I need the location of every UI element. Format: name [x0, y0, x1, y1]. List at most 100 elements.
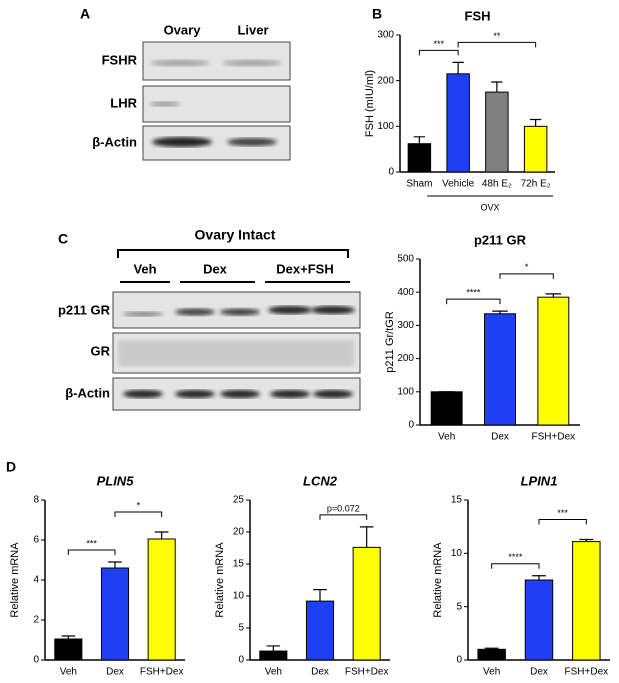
x-tick-label: Veh [483, 667, 500, 678]
bar [259, 650, 288, 661]
significance-label: *** [433, 39, 444, 49]
error-bar [266, 645, 281, 652]
chart-title: p211 GR [474, 232, 527, 247]
y-axis-label: p211 Gr/tGR [384, 311, 396, 373]
error-bar [313, 589, 327, 602]
bar [54, 638, 83, 661]
x-tick-label: Veh [60, 667, 77, 678]
error-bar [108, 561, 122, 568]
bar [485, 91, 509, 173]
bar [477, 648, 506, 661]
y-axis-label: Relative mRNA [432, 542, 444, 618]
band [123, 390, 163, 398]
significance-label: **** [508, 552, 523, 562]
row-label: LHR [110, 95, 137, 110]
y-tick-label: 200 [397, 353, 414, 364]
y-tick-label: 300 [397, 320, 414, 331]
bar [524, 579, 554, 661]
significance-label: p=0.072 [327, 503, 360, 513]
group-label: Dex [203, 261, 228, 276]
band [268, 306, 312, 314]
band [311, 306, 355, 314]
group-label: Veh [133, 261, 156, 276]
x-tick-label: Veh [265, 667, 282, 678]
x-tick-label: FSH+Dex [345, 667, 389, 678]
error-bar [545, 293, 562, 298]
panel-label: D [6, 459, 16, 475]
bar [537, 296, 570, 426]
x-tick-label: Dex [491, 432, 509, 443]
panel-label: B [372, 6, 382, 22]
significance-bracket [538, 518, 587, 525]
band [152, 137, 212, 147]
significance-bracket [114, 511, 163, 517]
x-tick-label: 72h E₂ [521, 179, 551, 190]
error-bar [532, 575, 546, 580]
bar [407, 143, 432, 173]
x-tick-label: Vehicle [442, 179, 475, 190]
band [175, 308, 215, 316]
row-label: p211 GR [58, 302, 111, 317]
band [175, 390, 215, 398]
significance-label: *** [557, 508, 568, 518]
error-bar [61, 635, 76, 639]
band [313, 390, 353, 398]
y-tick-label: 15 [233, 559, 245, 570]
chart-title: PLIN5 [97, 473, 135, 488]
band [150, 60, 210, 66]
x-tick-label: FSH+Dex [140, 667, 184, 678]
error-bar [491, 81, 503, 93]
x-tick-label: Dex [530, 667, 548, 678]
error-bar [413, 136, 425, 144]
blot-c: Ovary Intact Veh Dex Dex+FSH p211 GR GR … [58, 227, 361, 411]
significance-bracket [418, 49, 459, 56]
y-tick-label: 6 [33, 535, 39, 546]
band [220, 308, 260, 316]
x-tick-label: Dex [106, 667, 124, 678]
y-tick-label: 100 [397, 386, 414, 397]
y-tick-label: 10 [451, 548, 463, 559]
y-tick-label: 8 [33, 495, 39, 506]
blot-a: Ovary Liver FSHR LHR β-Actin [92, 22, 291, 161]
y-tick-label: 300 [377, 30, 394, 41]
y-tick-label: 100 [377, 121, 394, 132]
group-label: Dex+FSH [276, 261, 333, 276]
error-bar [484, 647, 499, 650]
error-bar [492, 310, 508, 314]
significance-label: * [525, 262, 529, 272]
y-tick-label: 15 [451, 495, 463, 506]
bar [446, 73, 470, 173]
error-bar [530, 118, 542, 127]
x-tick-label: Veh [438, 432, 455, 443]
band [270, 390, 310, 398]
x-tick-label: 48h E₂ [482, 179, 512, 190]
significance-bracket [446, 298, 501, 305]
bar [305, 600, 335, 661]
significance-bracket [457, 41, 537, 48]
error-bar [452, 61, 464, 74]
panel-label: C [58, 231, 68, 247]
band [118, 340, 354, 366]
y-tick-label: 0 [238, 655, 244, 666]
group-label: OVX [481, 202, 500, 212]
bar [572, 541, 601, 661]
significance-label: * [137, 500, 141, 510]
row-label: FSHR [102, 52, 138, 67]
y-tick-label: 5 [238, 623, 244, 634]
significance-bracket [491, 563, 540, 569]
significance-label: ** [493, 31, 501, 41]
y-tick-label: 2 [33, 615, 39, 626]
bar [147, 538, 176, 661]
band [222, 60, 282, 66]
y-axis-label: Relative mRNA [214, 542, 226, 618]
row-label: GR [91, 343, 111, 358]
x-tick-label: FSH+Dex [532, 432, 576, 443]
y-tick-label: 25 [233, 495, 245, 506]
error-bar [154, 531, 169, 539]
y-tick-label: 4 [33, 575, 39, 586]
band [123, 311, 163, 317]
x-tick-label: FSH+Dex [565, 667, 609, 678]
bracket [117, 249, 349, 258]
band [220, 390, 260, 398]
